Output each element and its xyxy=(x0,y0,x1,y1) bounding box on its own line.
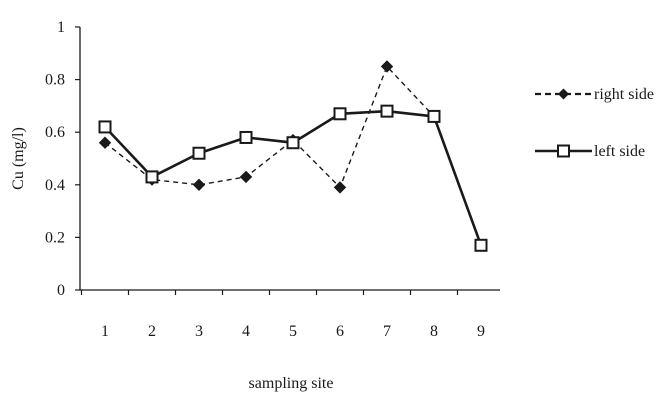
data-point xyxy=(286,136,300,150)
series-layer xyxy=(98,60,488,252)
legend-label-right-side: right side xyxy=(594,86,654,103)
y-tick-label: 0.2 xyxy=(45,229,65,246)
data-point xyxy=(239,170,253,184)
data-point xyxy=(239,130,253,144)
x-tick-label: 9 xyxy=(477,323,485,340)
data-point xyxy=(145,170,159,184)
data-point xyxy=(474,238,488,252)
y-tick-label: 0 xyxy=(57,282,65,299)
y-tick-label: 0.4 xyxy=(45,177,65,194)
legend-item-left-side: left side xyxy=(535,143,645,160)
series-line xyxy=(104,65,482,246)
x-tick-label: 1 xyxy=(101,323,109,340)
data-point xyxy=(380,104,394,118)
x-tick-label: 6 xyxy=(336,323,344,340)
legend-marker-left-side xyxy=(557,144,570,158)
x-ticks: 1 2 3 4 5 6 7 8 9 xyxy=(80,290,485,340)
series-right-side xyxy=(98,60,488,252)
legend: right side left side xyxy=(535,86,654,160)
data-point xyxy=(98,120,112,134)
data-point xyxy=(333,107,347,121)
data-point xyxy=(380,60,394,73)
y-ticks: 0 0.2 0.4 0.6 0.8 1 xyxy=(45,19,80,299)
x-tick-label: 8 xyxy=(430,323,438,340)
x-tick-label: 2 xyxy=(148,323,156,340)
series-line xyxy=(104,109,483,246)
y-tick-label: 0.8 xyxy=(45,72,65,89)
y-axis-title: Cu (mg/l) xyxy=(10,127,27,190)
series-left-side xyxy=(98,104,488,252)
legend-marker-right-side xyxy=(558,88,569,100)
y-tick-label: 0.6 xyxy=(45,124,65,141)
legend-label-left-side: left side xyxy=(594,143,645,160)
data-point xyxy=(98,136,112,149)
data-point xyxy=(333,181,347,194)
data-point xyxy=(192,178,206,192)
legend-item-right-side: right side xyxy=(535,86,654,103)
x-tick-label: 4 xyxy=(242,323,250,340)
data-point xyxy=(427,109,441,123)
x-tick-label: 3 xyxy=(195,323,203,340)
axes xyxy=(79,27,500,291)
y-tick-label: 1 xyxy=(57,19,65,36)
x-axis-title: sampling site xyxy=(249,375,334,392)
x-tick-label: 5 xyxy=(289,323,297,340)
data-point xyxy=(192,146,206,160)
x-tick-label: 7 xyxy=(383,323,391,340)
